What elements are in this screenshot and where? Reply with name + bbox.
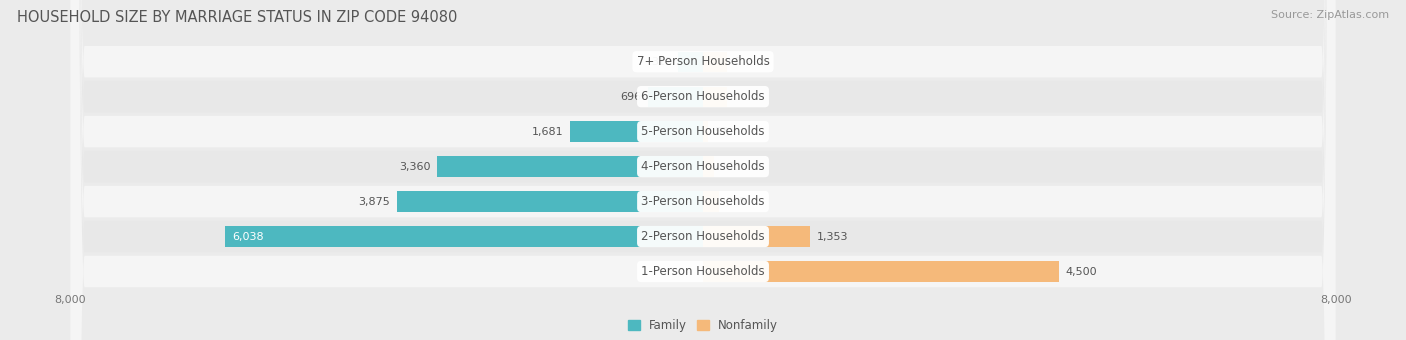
Bar [703, 121, 707, 142]
Text: 3-Person Households: 3-Person Households [641, 195, 765, 208]
Text: 2-Person Households: 2-Person Households [641, 230, 765, 243]
Text: 3,875: 3,875 [359, 197, 391, 207]
Text: 1-Person Households: 1-Person Households [641, 265, 765, 278]
FancyBboxPatch shape [70, 0, 1336, 340]
Bar [703, 86, 727, 107]
FancyBboxPatch shape [70, 0, 1336, 340]
FancyBboxPatch shape [70, 0, 1336, 340]
Text: 1,681: 1,681 [531, 126, 564, 137]
Text: 5-Person Households: 5-Person Households [641, 125, 765, 138]
FancyBboxPatch shape [70, 0, 1336, 340]
Bar [396, 191, 703, 212]
Text: 1,353: 1,353 [817, 232, 848, 241]
Text: 7+ Person Households: 7+ Person Households [637, 55, 769, 68]
Bar [703, 191, 720, 212]
FancyBboxPatch shape [70, 0, 1336, 340]
Text: 143: 143 [721, 162, 742, 172]
Text: 312: 312 [651, 57, 672, 67]
Text: 205: 205 [725, 197, 747, 207]
Text: 4-Person Households: 4-Person Households [641, 160, 765, 173]
Legend: Family, Nonfamily: Family, Nonfamily [623, 314, 783, 337]
Bar [703, 156, 714, 177]
FancyBboxPatch shape [70, 0, 1336, 340]
Bar [703, 261, 1059, 282]
Bar [225, 226, 703, 247]
Bar [703, 52, 727, 72]
Bar [648, 86, 703, 107]
Text: 6-Person Households: 6-Person Households [641, 90, 765, 103]
Text: HOUSEHOLD SIZE BY MARRIAGE STATUS IN ZIP CODE 94080: HOUSEHOLD SIZE BY MARRIAGE STATUS IN ZIP… [17, 10, 457, 25]
Text: 6,038: 6,038 [232, 232, 263, 241]
Text: 696: 696 [620, 92, 641, 102]
Bar [703, 226, 810, 247]
Text: Source: ZipAtlas.com: Source: ZipAtlas.com [1271, 10, 1389, 20]
Bar [569, 121, 703, 142]
FancyBboxPatch shape [70, 0, 1336, 340]
Text: 0: 0 [733, 57, 740, 67]
Text: 4,500: 4,500 [1066, 267, 1097, 276]
Bar [678, 52, 703, 72]
Text: 3,360: 3,360 [399, 162, 430, 172]
Bar [437, 156, 703, 177]
Text: 57: 57 [714, 126, 728, 137]
Text: 0: 0 [733, 92, 740, 102]
